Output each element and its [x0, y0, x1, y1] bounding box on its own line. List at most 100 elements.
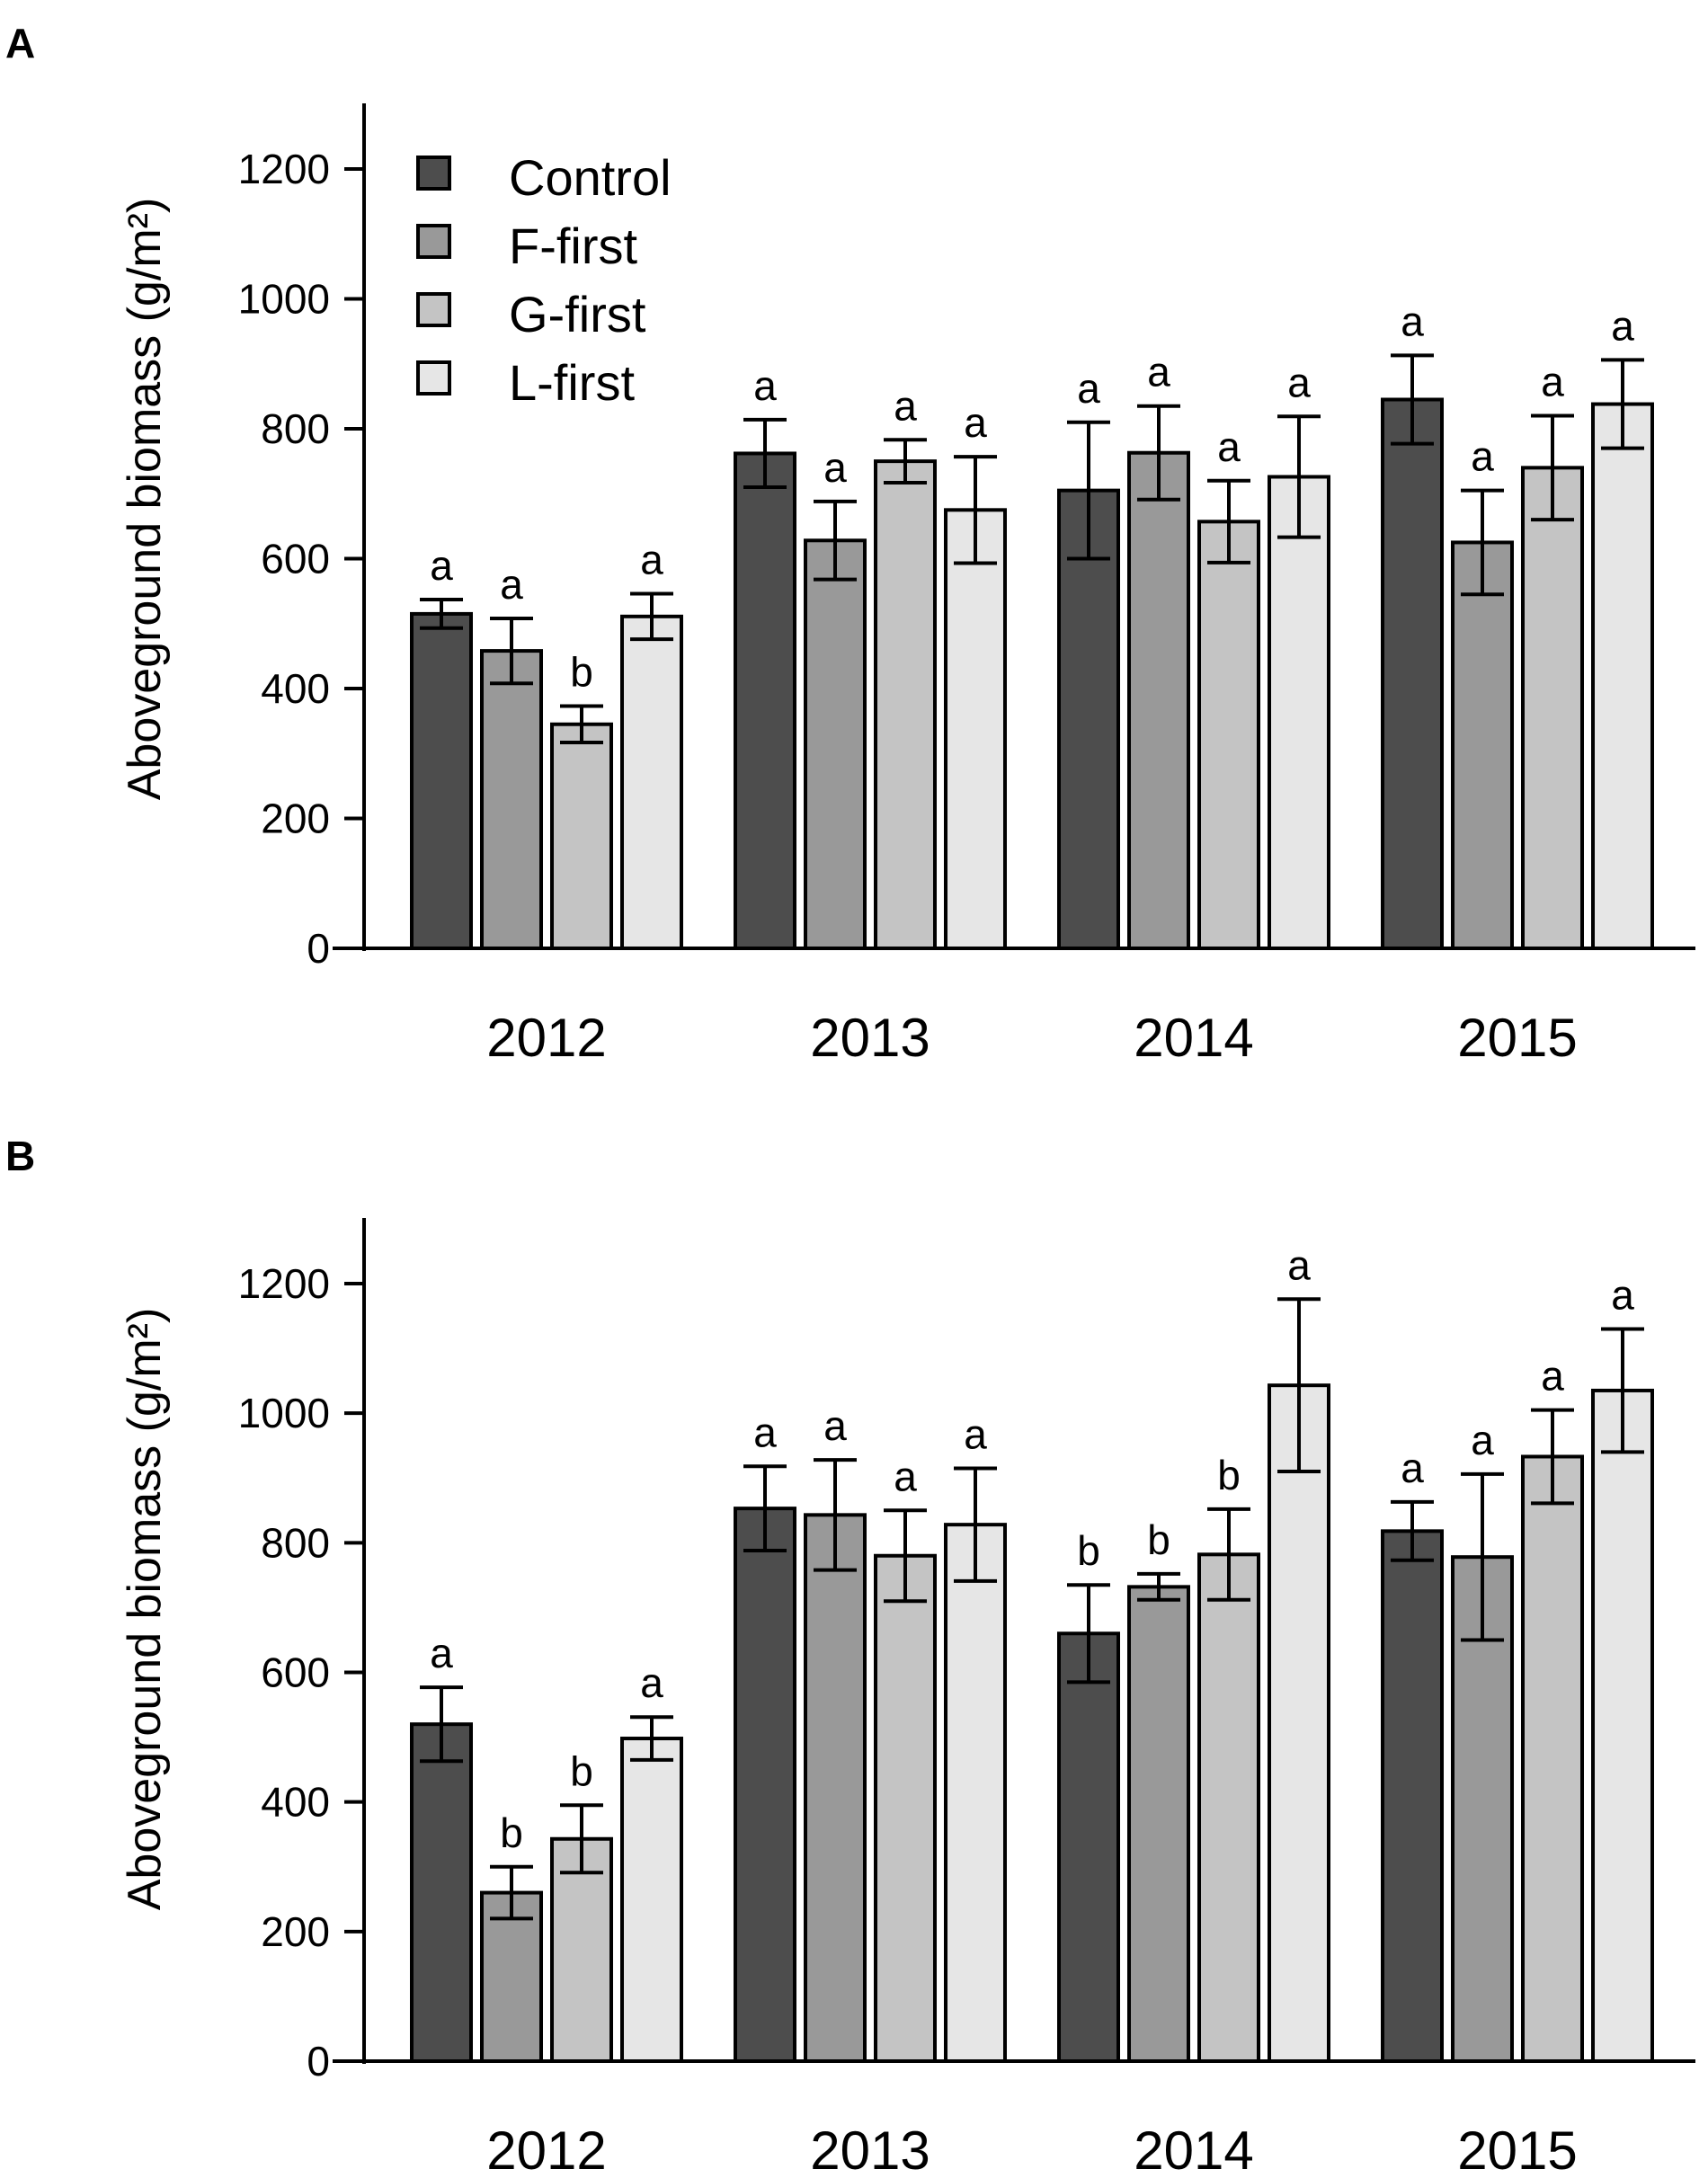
bar-b-control-2015: [1381, 1529, 1444, 2063]
significance-letter-b: a: [823, 1402, 847, 1449]
significance-letter-b: a: [753, 1409, 777, 1455]
significance-letter-b: a: [430, 1630, 453, 1676]
significance-letter-a: a: [1147, 349, 1170, 396]
y-tick-label-a: 800: [261, 405, 330, 452]
bar-a-f-first-2012: [480, 649, 543, 950]
category-label-a: 2012: [486, 1008, 606, 1068]
bar-b-l-first-2012: [620, 1737, 683, 2064]
legend: Control F-first G-first L-first: [416, 149, 672, 411]
y-tick-label-a: 1200: [238, 146, 330, 192]
bar-b-f-first-2012: [480, 1890, 543, 2063]
bar-b-f-first-2014: [1127, 1585, 1190, 2063]
y-tick-label-b: 1000: [238, 1390, 330, 1436]
legend-swatch-g-first: [416, 292, 451, 327]
y-tick-label-a: 400: [261, 665, 330, 712]
panel-a: A Aboveground biomass (g/m²) 0 200 400 600 8…: [5, 20, 1695, 1068]
significance-letter-b: b: [500, 1809, 523, 1856]
y-tick-label-b: 800: [261, 1519, 330, 1566]
significance-letter-b: a: [894, 1453, 917, 1499]
y-ticks-a: 0 200 400 600 800 1000 1200: [238, 146, 364, 972]
y-tick-label-a: 1000: [238, 276, 330, 323]
bar-b-control-2014: [1057, 1631, 1120, 2063]
category-label-a: 2014: [1134, 1008, 1253, 1068]
significance-letter-a: a: [1471, 433, 1494, 480]
y-axis-label-b: Aboveground biomass (g/m²): [119, 1308, 171, 1911]
bar-a-f-first-2014: [1127, 450, 1190, 951]
bar-b-l-first-2015: [1591, 1388, 1654, 2063]
legend-label-l-first: L-first: [509, 354, 635, 411]
category-label-b: 2014: [1134, 2120, 1253, 2178]
y-tick-label-a: 600: [261, 536, 330, 582]
category-labels-b: 2012 2013 2014 2015: [486, 2120, 1577, 2178]
significance-letter-a: a: [640, 537, 663, 583]
panel-b: B Aboveground biomass (g/m²) 0 200 400 600 8…: [5, 1133, 1695, 2178]
significance-letter-a: a: [753, 362, 777, 409]
y-axis-label-a: Aboveground biomass (g/m²): [119, 198, 171, 801]
category-label-b: 2013: [810, 2120, 930, 2178]
y-tick-label-b: 600: [261, 1649, 330, 1696]
y-tick-label-b: 400: [261, 1779, 330, 1826]
significance-letter-b: b: [1217, 1452, 1241, 1498]
significance-letter-a: a: [430, 542, 453, 589]
bar-a-control-2012: [410, 611, 473, 950]
bar-b-l-first-2014: [1268, 1383, 1330, 2063]
significance-letter-a: a: [894, 382, 917, 429]
bar-b-l-first-2013: [944, 1523, 1007, 2063]
significance-letter-b: a: [1287, 1241, 1311, 1288]
category-label-a: 2015: [1457, 1008, 1577, 1068]
y-ticks-b: 0 200 400 600 800 1000 1200: [238, 1260, 364, 2085]
bar-b-g-first-2015: [1521, 1454, 1584, 2063]
significance-letter-b: a: [1541, 1353, 1564, 1400]
category-label-a: 2013: [810, 1008, 930, 1068]
significance-letter-b: a: [964, 1410, 987, 1457]
bar-a-g-first-2012: [550, 722, 613, 950]
bar-a-f-first-2015: [1451, 540, 1514, 950]
significance-letter-a: a: [1401, 298, 1424, 344]
y-tick-label-b: 0: [307, 2038, 330, 2085]
legend-swatch-l-first: [416, 360, 451, 396]
legend-label-f-first: F-first: [509, 218, 638, 274]
legend-swatch-control: [416, 156, 451, 191]
bar-a-l-first-2014: [1268, 475, 1330, 950]
bar-a-l-first-2015: [1591, 402, 1654, 951]
bar-a-l-first-2013: [944, 508, 1007, 950]
bar-a-control-2015: [1381, 397, 1444, 950]
significance-letter-a: b: [570, 649, 593, 696]
panel-label-a: A: [5, 20, 35, 67]
significance-letter-a: a: [500, 561, 523, 608]
y-tick-label-a: 0: [307, 925, 330, 972]
category-label-b: 2015: [1457, 2120, 1577, 2178]
significance-letter-b: a: [1471, 1417, 1494, 1463]
bar-b-control-2012: [410, 1722, 473, 2063]
category-label-b: 2012: [486, 2120, 606, 2178]
legend-label-control: Control: [509, 149, 672, 206]
legend-label-g-first: G-first: [509, 286, 646, 342]
category-labels-a: 2012 2013 2014 2015: [486, 1008, 1577, 1068]
significance-letter-b: a: [1401, 1445, 1424, 1491]
bar-b-g-first-2014: [1197, 1552, 1260, 2063]
significance-letter-a: a: [1611, 302, 1634, 349]
significance-letter-a: a: [1541, 359, 1564, 405]
y-tick-label-b: 200: [261, 1908, 330, 1955]
significance-letter-a: a: [964, 399, 987, 446]
y-tick-label-b: 1200: [238, 1260, 330, 1307]
significance-letter-a: a: [1287, 359, 1311, 405]
significance-letter-a: a: [823, 444, 847, 491]
significance-letter-a: a: [1217, 423, 1241, 470]
significance-letter-b: a: [640, 1659, 663, 1706]
panel-label-b: B: [5, 1133, 35, 1179]
bar-a-f-first-2013: [804, 538, 867, 951]
significance-letter-b: a: [1611, 1271, 1634, 1318]
bar-a-g-first-2014: [1197, 520, 1260, 950]
bar-b-control-2013: [734, 1507, 796, 2063]
bar-b-f-first-2013: [804, 1513, 867, 2063]
bar-a-g-first-2013: [874, 459, 937, 950]
significance-letter-b: b: [570, 1747, 593, 1794]
bar-a-control-2013: [734, 451, 796, 950]
significance-letter-a: a: [1077, 365, 1100, 412]
legend-swatch-f-first: [416, 224, 451, 259]
significance-letter-b: b: [1077, 1527, 1100, 1574]
